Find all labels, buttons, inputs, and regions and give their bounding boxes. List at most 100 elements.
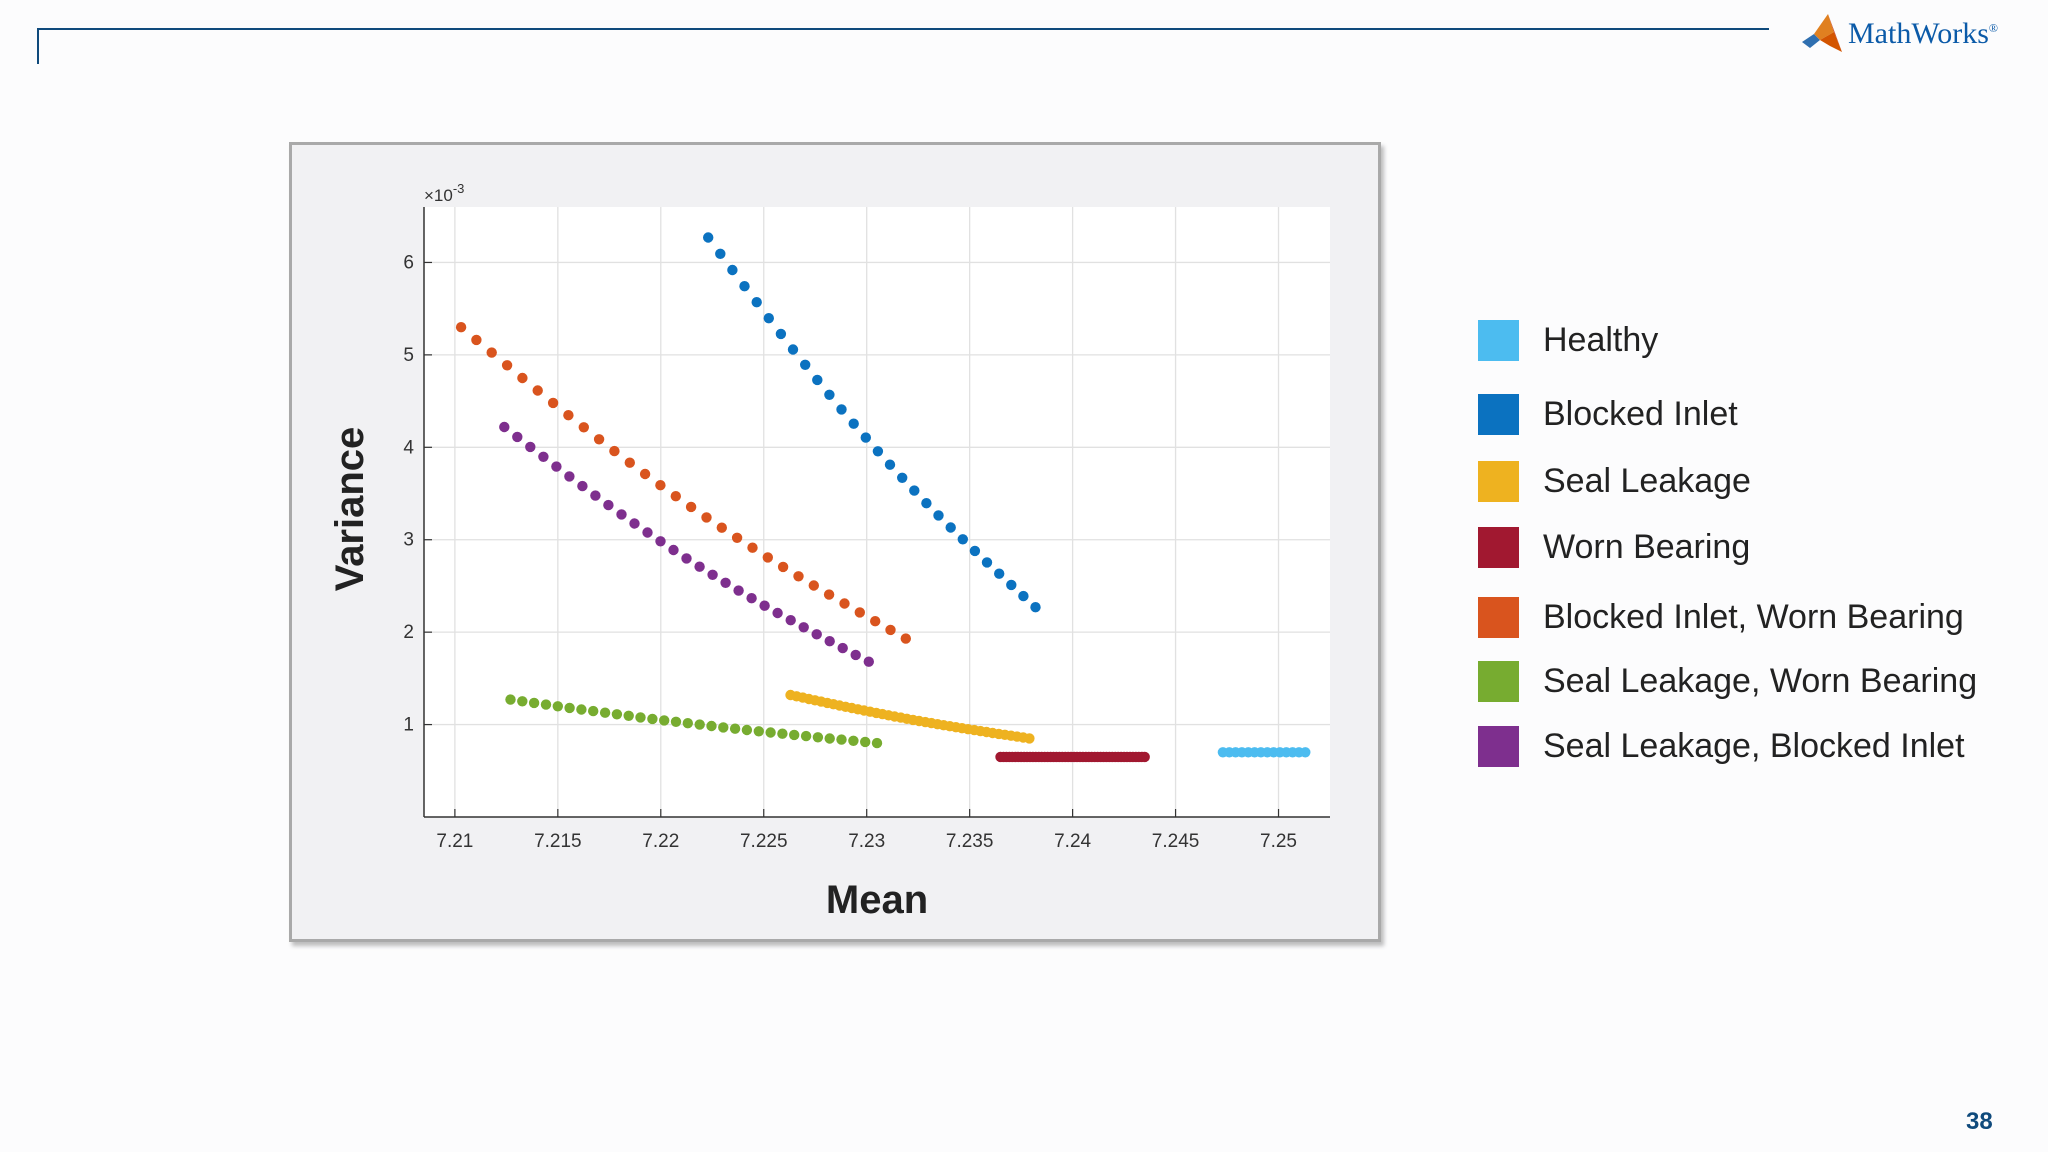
- data-point: [603, 499, 614, 511]
- data-point: [824, 389, 835, 400]
- data-point: [823, 589, 835, 600]
- data-point: [655, 480, 666, 491]
- legend-label: Seal Leakage, Blocked Inlet: [1543, 727, 1965, 765]
- x-tick-label: 7.21: [436, 831, 473, 852]
- data-point: [837, 642, 848, 654]
- data-point: [578, 422, 589, 433]
- data-point: [635, 712, 646, 723]
- data-point: [860, 736, 871, 748]
- data-point: [716, 522, 727, 533]
- data-point: [639, 468, 651, 480]
- legend-item: Blocked Inlet: [1478, 394, 1738, 435]
- data-point: [576, 704, 587, 715]
- legend-label: Blocked Inlet: [1543, 395, 1738, 433]
- data-point: [564, 702, 575, 714]
- legend-label: Seal Leakage: [1543, 462, 1751, 500]
- data-point: [753, 726, 764, 737]
- data-point: [1030, 602, 1041, 613]
- data-point: [706, 720, 717, 732]
- data-point: [551, 461, 562, 472]
- header-rule-tick: [37, 28, 39, 64]
- data-point: [759, 600, 770, 611]
- legend-swatch: [1478, 597, 1519, 638]
- legend-swatch: [1478, 320, 1519, 361]
- data-point: [720, 577, 731, 588]
- data-point: [787, 344, 799, 355]
- data-point: [727, 264, 738, 276]
- data-point: [552, 701, 563, 712]
- data-point: [762, 552, 773, 563]
- data-point: [850, 649, 861, 661]
- x-tick-label: 7.235: [946, 831, 994, 852]
- y-tick-label: 3: [403, 530, 414, 551]
- data-point: [1024, 733, 1035, 744]
- data-point: [824, 733, 835, 744]
- data-point: [772, 607, 783, 619]
- x-tick-label: 7.215: [534, 831, 582, 852]
- data-point: [785, 615, 796, 626]
- data-point: [872, 446, 884, 457]
- series-blocked-inlet-worn-bearing: [455, 322, 911, 644]
- data-point: [981, 557, 993, 568]
- y-tick-label: 5: [403, 345, 414, 366]
- data-point: [538, 451, 549, 462]
- x-tick-label: 7.22: [642, 831, 679, 852]
- data-point: [812, 732, 824, 743]
- data-point: [909, 485, 920, 496]
- chart-frame: 7.21 7.215 7.22 7.225 7.23 7.235 7.24 7.245 7.25…: [289, 142, 1381, 942]
- data-point: [1139, 751, 1150, 763]
- data-point: [609, 445, 620, 457]
- data-point: [647, 713, 658, 725]
- y-tick-label: 6: [403, 252, 414, 273]
- series-seal-leakage: [785, 689, 1035, 744]
- data-point: [812, 374, 823, 386]
- data-point: [563, 410, 574, 421]
- data-point: [682, 718, 693, 729]
- data-point: [793, 571, 804, 582]
- data-point: [900, 633, 911, 644]
- y-axis-label: Variance: [328, 427, 372, 592]
- data-point: [860, 432, 871, 443]
- legend-swatch: [1478, 394, 1519, 435]
- data-point: [703, 232, 714, 243]
- data-point: [486, 347, 497, 358]
- legend-item: Healthy: [1478, 320, 1658, 361]
- series-healthy: [1217, 747, 1311, 758]
- data-point: [590, 490, 601, 501]
- data-point: [897, 472, 908, 483]
- data-point: [733, 585, 744, 596]
- series-blocked-inlet: [703, 232, 1041, 613]
- data-point: [808, 580, 819, 591]
- data-point: [471, 334, 482, 346]
- data-point: [623, 710, 634, 721]
- data-point: [694, 719, 705, 730]
- data-point: [718, 722, 729, 733]
- data-point: [854, 607, 865, 618]
- y-tick-label: 1: [403, 715, 414, 736]
- data-point: [848, 735, 859, 746]
- legend-item: Seal Leakage, Worn Bearing: [1478, 661, 1977, 702]
- y-tick-label: 2: [403, 622, 414, 643]
- data-point: [670, 491, 681, 502]
- tick-labels: 7.21 7.215 7.22 7.225 7.23 7.235 7.24 7.245 7.25…: [403, 252, 1297, 852]
- mathworks-logo: MathWorks®: [1800, 12, 1998, 56]
- data-point: [800, 730, 812, 742]
- legend-label: Blocked Inlet, Worn Bearing: [1543, 598, 1964, 636]
- legend-item: Blocked Inlet, Worn Bearing: [1478, 597, 1964, 638]
- data-point: [777, 728, 788, 739]
- data-point: [798, 622, 809, 633]
- legend-swatch: [1478, 527, 1519, 568]
- data-point: [885, 624, 896, 636]
- data-point: [517, 696, 528, 707]
- data-point: [933, 510, 944, 521]
- data-point: [659, 715, 670, 726]
- data-point: [800, 359, 811, 370]
- data-point: [525, 441, 536, 453]
- data-point: [836, 734, 847, 745]
- svg-text:×10-3: ×10-3: [424, 181, 464, 205]
- x-tick-label: 7.24: [1054, 831, 1091, 852]
- data-point: [701, 512, 712, 523]
- data-point: [512, 431, 523, 443]
- y-exponent-label: ×10-3: [424, 181, 464, 205]
- x-tick-label: 7.23: [848, 831, 885, 852]
